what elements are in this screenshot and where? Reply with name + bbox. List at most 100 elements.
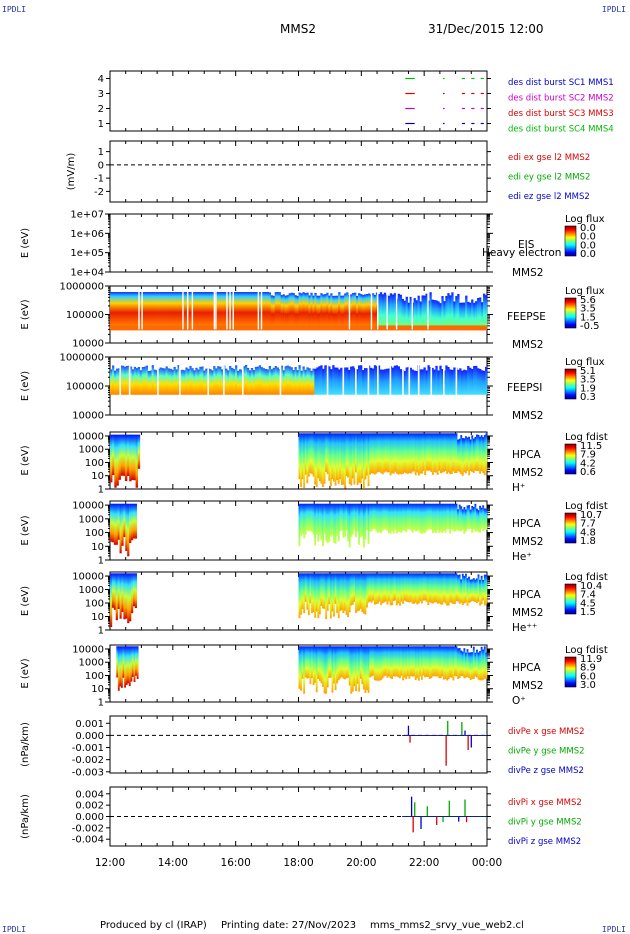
feeps-e-gap-4 xyxy=(191,292,194,330)
panel-hpca-h-late-col-71 xyxy=(410,433,412,474)
panel-hpca-hepp-cbar-tick-1: 7.4 xyxy=(580,590,596,601)
panel-hpca-he-late-col-79 xyxy=(422,503,425,533)
feeps-i-column-19 xyxy=(147,370,150,395)
feeps-i-column-38 xyxy=(185,367,188,395)
panel-hpca-he-late-col-57 xyxy=(388,503,390,534)
feeps-e-gap-7 xyxy=(226,292,228,330)
feeps-e-column-31 xyxy=(171,292,174,330)
panel-hpca-he-late-col-81 xyxy=(425,503,428,531)
feeps-e-gap-12 xyxy=(348,292,351,330)
panel-hpca-h-late-col-56 xyxy=(386,433,389,473)
feeps-i-column-185 xyxy=(477,368,480,395)
footer-produced: Produced by cl (IRAP) xyxy=(100,920,207,931)
feeps-i-column-41 xyxy=(191,368,194,395)
panel-hpca-h-late-col-116 xyxy=(480,435,483,472)
panel-hpca-he-ylabel: E (eV) xyxy=(20,515,31,545)
panel-hpca-hepp-late-col-31 xyxy=(347,573,350,618)
panel-hpca-he-late-col-80 xyxy=(424,503,427,533)
panel-hpca-h-late-col-21 xyxy=(331,433,334,480)
feeps-e-column-37 xyxy=(183,292,186,330)
panel-hpca-hepp-ytick-0: 10000 xyxy=(72,572,104,583)
panel-hpca-he-ytick-2: 100 xyxy=(85,528,104,539)
feeps-i-column-6 xyxy=(121,365,125,395)
panel-hpca-hepp-late-col-19 xyxy=(328,573,331,605)
panel-hpca-h-late-col-74 xyxy=(414,433,417,476)
panel-hpca-h-late-col-52 xyxy=(380,433,383,474)
panel-edi-frame xyxy=(109,140,488,203)
feeps-e-column-68 xyxy=(244,292,248,330)
panel-hpca-hepp-late-col-100 xyxy=(455,573,458,602)
panel-hpca-he-late-col-86 xyxy=(433,503,436,533)
panel-burst-ytick-2: 2 xyxy=(98,104,104,115)
feeps-i-column-99 xyxy=(306,367,309,395)
feeps-e-column-121 xyxy=(350,294,353,330)
feeps-i-column-136 xyxy=(379,369,383,395)
panel-hpca-o-late-col-97 xyxy=(450,646,453,678)
panel-feeps-i-cbar-title: Log flux xyxy=(565,357,605,368)
feeps-e-column-82 xyxy=(272,295,275,330)
panel-hpca-h-early-col-0 xyxy=(110,434,113,483)
panel-hpca-o-late-col-83 xyxy=(428,646,431,679)
panel-edi-ytick-3: -2 xyxy=(94,187,104,198)
feeps-i-gap-7 xyxy=(279,365,282,395)
panel-hpca-h-late-col-27 xyxy=(340,433,343,485)
panel-hpca-h-early-col-12 xyxy=(135,434,139,488)
feeps-i-column-178 xyxy=(463,369,466,395)
feeps-e-column-188 xyxy=(483,293,486,330)
feeps-e-column-174 xyxy=(455,296,458,330)
feeps-i-column-63 xyxy=(235,365,238,395)
feeps-i-column-82 xyxy=(272,367,275,395)
panel-hpca-o-late-col-58 xyxy=(389,646,392,679)
panel-hpca-h-late-col-91 xyxy=(441,433,444,473)
feeps-i-column-88 xyxy=(284,366,287,395)
feeps-i-column-8 xyxy=(125,365,129,395)
feeps-i-column-106 xyxy=(320,365,323,395)
panel-hpca-he-late-col-87 xyxy=(435,503,438,534)
panel-hpca-hepp-late-col-102 xyxy=(458,574,461,604)
panel-hpca-hepp-late-col-67 xyxy=(403,573,406,601)
feeps-e-column-104 xyxy=(316,295,319,330)
feeps-e-column-13 xyxy=(135,292,139,330)
panel-hpca-he-late-col-96 xyxy=(449,503,452,534)
panel-hpca-hepp-late-col-55 xyxy=(384,573,387,602)
panel-hpca-h-late-col-0 xyxy=(298,433,301,480)
panel-hpca-o-late-col-5 xyxy=(306,646,309,679)
feeps-e-column-6 xyxy=(121,292,125,330)
panel-hpca-hepp-late-col-97 xyxy=(450,573,453,603)
feeps-i-column-164 xyxy=(435,365,438,395)
panel-hpca-he-late-col-0 xyxy=(298,503,301,547)
feeps-i-column-26 xyxy=(161,368,164,395)
feeps-i-column-115 xyxy=(338,369,341,395)
panel-hpca-hepp-late-col-56 xyxy=(386,573,389,605)
panel-hpca-h-late-col-61 xyxy=(394,433,397,472)
feeps-e-column-15 xyxy=(139,292,143,330)
panel-feeps-e-label-0: FEEPSE xyxy=(507,311,546,323)
panel-hpca-h-late-col-108 xyxy=(468,436,471,476)
panel-hpca-hepp-late-col-62 xyxy=(395,573,398,606)
panel-hpca-he-late-col-29 xyxy=(344,503,346,537)
panel-hpca-he-early-col-11 xyxy=(130,503,134,541)
panel-hpca-o-late-col-89 xyxy=(438,646,441,679)
panel-hpca-he-late-col-111 xyxy=(472,507,475,530)
panel-hpca-o-late-col-28 xyxy=(342,646,345,679)
panel-burst-frame xyxy=(109,70,488,132)
panel-hpca-he-late-col-23 xyxy=(334,503,337,544)
feeps-i-column-39 xyxy=(187,368,190,395)
panel-hpca-h-late-col-60 xyxy=(392,433,395,474)
panel-hpca-he-late-col-89 xyxy=(438,503,441,534)
feeps-e-column-137 xyxy=(381,294,385,330)
feeps-e-column-102 xyxy=(312,295,315,330)
feeps-i-column-5 xyxy=(119,365,123,395)
panel-hpca-h-early-col-3 xyxy=(116,434,119,486)
feeps-e-column-109 xyxy=(326,292,329,330)
panel-hpca-h-late-col-5 xyxy=(306,433,309,484)
panel-hpca-hepp-late-col-83 xyxy=(428,573,431,603)
feeps-e-column-177 xyxy=(461,302,464,330)
panel-hpca-o-cbar-tick-1: 8.9 xyxy=(580,663,596,674)
panel-hpca-he-late-col-52 xyxy=(380,503,383,534)
panel-hpca-he-late-col-64 xyxy=(399,503,401,532)
panel-hpca-he-late-col-108 xyxy=(468,505,471,529)
feeps-i-column-157 xyxy=(421,369,424,395)
panel-hpca-h-cbar xyxy=(564,443,577,475)
panel-hpca-h-late-col-97 xyxy=(450,433,453,474)
